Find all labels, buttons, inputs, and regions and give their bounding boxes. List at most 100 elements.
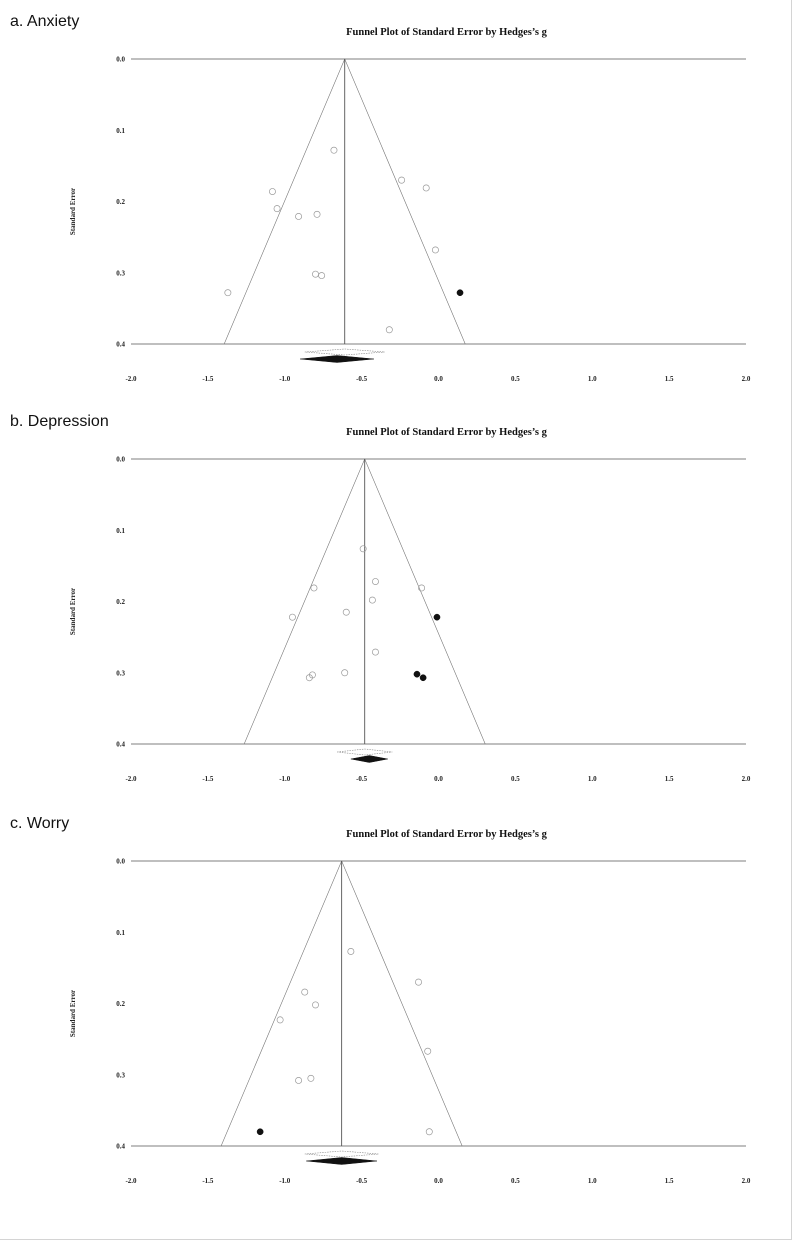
y-tick-label: 0.2 [116, 598, 125, 606]
y-tick-label: 0.1 [116, 527, 125, 535]
anxiety-funnel-plot: Funnel Plot of Standard Error by Hedges’… [69, 27, 751, 383]
x-tick-label: -0.5 [356, 375, 368, 383]
chart-title: Funnel Plot of Standard Error by Hedges’… [346, 427, 548, 438]
observed-study-point [368, 596, 376, 604]
depression-panel: b. Depression Funnel Plot of Standard Er… [0, 400, 793, 800]
observed-study-point [295, 1077, 303, 1084]
observed-study-point [312, 270, 319, 278]
observed-study-point [431, 246, 439, 254]
observed-study-point [310, 584, 318, 592]
imputed-study-point [433, 613, 441, 621]
adjusted-summary-diamond [350, 755, 388, 763]
x-tick-label: -1.0 [279, 375, 291, 383]
y-tick-label: 0.0 [116, 858, 125, 866]
y-tick-label: 0.1 [116, 929, 125, 937]
worry-funnel-plot: Funnel Plot of Standard Error by Hedges’… [69, 829, 751, 1185]
observed-study-point [295, 213, 303, 220]
x-tick-label: 0.0 [434, 375, 443, 383]
x-tick-label: 0.5 [511, 1177, 520, 1185]
x-tick-label: 2.0 [742, 1177, 751, 1185]
y-tick-label: 0.0 [116, 56, 125, 64]
x-tick-label: 1.0 [588, 375, 597, 383]
observed-summary-diamond [336, 748, 393, 756]
x-tick-label: -2.0 [125, 375, 137, 383]
y-tick-label: 0.3 [116, 1071, 125, 1079]
observed-study-point [269, 188, 276, 195]
x-tick-label: 0.5 [511, 775, 520, 783]
chart-title: Funnel Plot of Standard Error by Hedges’… [346, 27, 548, 38]
observed-study-point [425, 1128, 433, 1136]
panel-label-worry: c. Worry [10, 815, 70, 832]
anxiety-panel: a. Anxiety Funnel Plot of Standard Error… [0, 0, 793, 400]
observed-study-point [307, 1074, 315, 1082]
x-tick-label: -1.0 [279, 775, 291, 783]
adjusted-summary-diamond [306, 1157, 378, 1165]
observed-summary-diamond [304, 348, 385, 356]
y-tick-label: 0.2 [116, 198, 125, 206]
y-tick-label: 0.4 [116, 341, 125, 349]
observed-study-point [312, 1001, 319, 1009]
observed-study-point [347, 948, 355, 955]
adjusted-summary-diamond [300, 355, 374, 363]
observed-study-point [424, 1047, 432, 1055]
y-axis-label: Standard Error [69, 990, 77, 1037]
imputed-study-point [456, 289, 464, 297]
x-tick-label: -1.0 [279, 1177, 291, 1185]
panel-label-depression: b. Depression [10, 413, 109, 430]
observed-study-point [418, 584, 426, 592]
x-tick-label: 0.0 [434, 1177, 443, 1185]
x-tick-label: -2.0 [125, 775, 137, 783]
observed-study-point [372, 578, 379, 585]
observed-study-point [273, 205, 281, 213]
x-tick-label: -0.5 [356, 1177, 368, 1185]
x-tick-label: 1.0 [588, 1177, 597, 1185]
y-tick-label: 0.3 [116, 269, 125, 277]
y-tick-label: 0.2 [116, 1000, 125, 1008]
observed-study-point [305, 674, 313, 682]
x-tick-label: -1.5 [202, 375, 214, 383]
observed-study-point [398, 176, 406, 184]
imputed-study-point [256, 1128, 264, 1136]
observed-study-point [224, 289, 232, 297]
observed-study-point [372, 648, 379, 656]
x-tick-label: -1.5 [202, 1177, 214, 1185]
x-tick-label: 1.0 [588, 775, 597, 783]
observed-study-point [276, 1016, 284, 1024]
worry-panel: c. Worry Funnel Plot of Standard Error b… [0, 802, 793, 1202]
x-tick-label: 1.5 [665, 775, 674, 783]
observed-study-point [330, 146, 338, 154]
y-axis-label: Standard Error [69, 588, 77, 635]
x-tick-label: 2.0 [742, 375, 751, 383]
x-tick-label: -1.5 [202, 775, 214, 783]
observed-study-point [313, 210, 321, 218]
y-tick-label: 0.4 [116, 741, 125, 749]
observed-study-point [342, 608, 350, 616]
observed-study-point [385, 326, 393, 334]
depression-funnel-plot: Funnel Plot of Standard Error by Hedges’… [69, 427, 751, 783]
x-tick-label: 2.0 [742, 775, 751, 783]
observed-study-point [301, 988, 309, 996]
x-tick-label: 0.0 [434, 775, 443, 783]
x-tick-label: 1.5 [665, 375, 674, 383]
observed-summary-diamond [304, 1150, 379, 1158]
x-tick-label: -2.0 [125, 1177, 137, 1185]
observed-study-point [422, 184, 430, 192]
observed-study-point [288, 613, 296, 621]
observed-study-point [318, 272, 326, 280]
chart-title: Funnel Plot of Standard Error by Hedges’… [346, 829, 548, 840]
y-tick-label: 0.3 [116, 669, 125, 677]
y-tick-label: 0.0 [116, 456, 125, 464]
x-tick-label: 1.5 [665, 1177, 674, 1185]
observed-study-point [415, 978, 422, 986]
imputed-study-point [419, 674, 427, 682]
y-tick-label: 0.1 [116, 127, 125, 135]
observed-study-point [359, 545, 367, 553]
y-tick-label: 0.4 [116, 1143, 125, 1151]
x-tick-label: -0.5 [356, 775, 368, 783]
observed-study-point [341, 669, 349, 677]
panel-label-anxiety: a. Anxiety [10, 13, 80, 30]
y-axis-label: Standard Error [69, 188, 77, 235]
x-tick-label: 0.5 [511, 375, 520, 383]
imputed-study-point [413, 670, 421, 678]
